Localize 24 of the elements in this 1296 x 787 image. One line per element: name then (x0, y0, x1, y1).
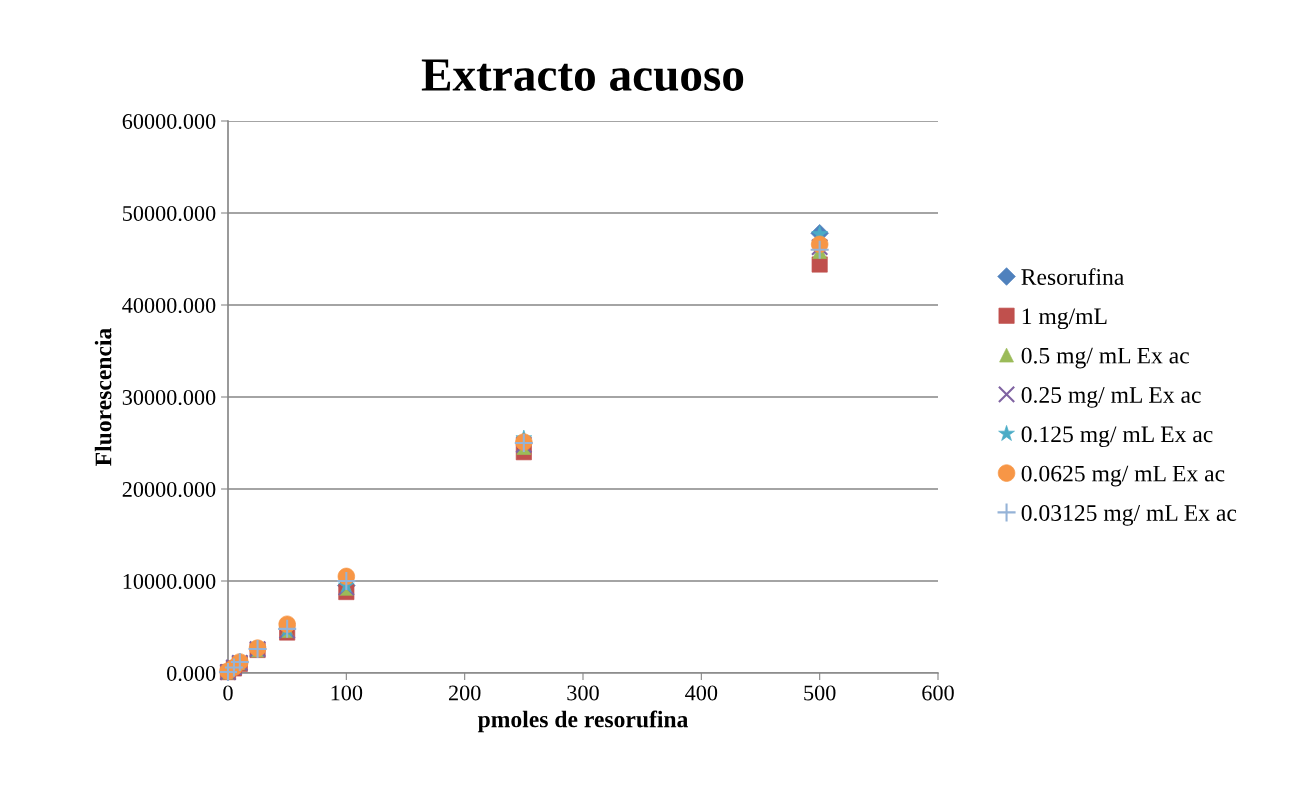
legend-label: 0.0625 mg/ mL Ex ac (1021, 465, 1225, 487)
legend-label: 1 mg/mL (1022, 308, 1107, 330)
legend-label: Resorufina (1021, 268, 1124, 285)
legend-label: 0.125 mg/ mL Ex ac (1021, 426, 1213, 448)
y-tick-label: 60000.000 (122, 113, 216, 130)
y-tick-label: 50000.000 (123, 205, 216, 222)
x-axis-title: pmoles de resorufina (477, 710, 689, 733)
x-tick-label: 300 (567, 685, 599, 701)
legend-label: 0.5 mg/ mL Ex ac (1021, 347, 1189, 369)
legend-label: 0.25 mg/ mL Ex ac (1021, 386, 1201, 408)
x-tick-label: 0 (223, 685, 233, 701)
legend-label: 0.03125 mg/ mL Ex ac (1021, 504, 1237, 526)
x-tick-label: 600 (922, 685, 954, 701)
x-tick-label: 200 (448, 685, 481, 701)
y-tick-label: 40000.000 (122, 297, 216, 314)
y-tick-label: 20000.000 (122, 481, 216, 498)
x-tick-label: 100 (331, 685, 363, 701)
y-tick-label: 30000.000 (122, 389, 216, 406)
chart-title: Extracto acuoso (421, 59, 744, 92)
x-tick-label: 500 (804, 685, 836, 701)
x-tick-label: 400 (685, 685, 718, 701)
y-tick-label: 10000.000 (123, 573, 216, 590)
y-tick-label: 0.000 (167, 665, 216, 682)
y-axis-title: Fluorescencia (94, 328, 112, 466)
